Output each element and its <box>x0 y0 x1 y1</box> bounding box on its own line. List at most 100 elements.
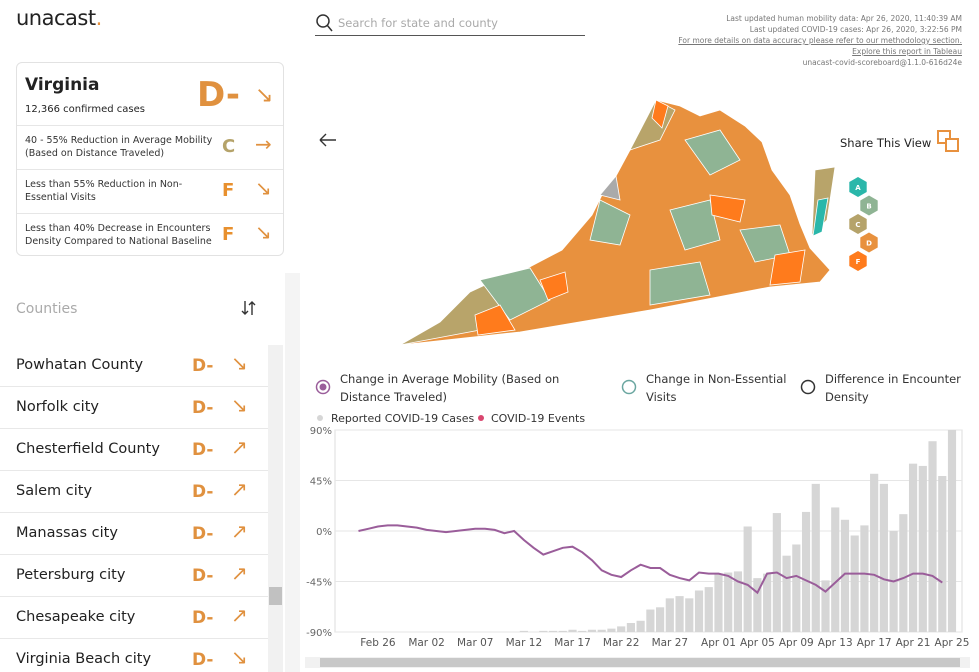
county-grade: D- <box>192 398 214 418</box>
back-arrow[interactable] <box>319 133 336 147</box>
metric-text: Less than 55% Reduction in Non-Essential… <box>25 179 183 203</box>
x-tick-label: Apr 05 <box>740 637 775 649</box>
legend-swatch <box>317 415 323 421</box>
radio-label[interactable]: Change in Average Mobility (Based on Dist… <box>340 372 559 404</box>
county-trend: ↘ <box>231 393 248 417</box>
search-input[interactable]: Search for state and county <box>338 16 498 30</box>
x-tick-label: Apr 25 <box>935 637 970 649</box>
bar <box>733 571 743 632</box>
logo-dot: . <box>95 6 103 30</box>
state-cases: 12,366 confirmed cases <box>25 104 145 115</box>
county-grade: D- <box>192 608 214 628</box>
grade-hex-label: B <box>866 203 871 211</box>
bar <box>801 511 811 632</box>
grade-hex <box>860 195 878 216</box>
bar <box>587 629 597 632</box>
county-trend: ↘ <box>231 351 248 375</box>
bar <box>870 473 879 632</box>
bar <box>743 526 752 632</box>
bar <box>617 626 626 632</box>
county-name: Norfolk city <box>16 399 99 415</box>
x-tick-label: Mar 22 <box>603 637 640 649</box>
legend-label: COVID-19 Events <box>491 412 585 425</box>
county-grade: D- <box>192 650 214 670</box>
county-grade: D- <box>192 482 214 502</box>
county-row[interactable]: Powhatan County D- ↘ <box>0 345 268 387</box>
grade-hex-label: F <box>856 258 861 266</box>
county-row[interactable]: Chesapeake city D- ↗ <box>0 597 268 639</box>
county-row[interactable]: Petersburg city D- ↗ <box>0 555 268 597</box>
share-icon[interactable] <box>937 130 959 152</box>
county-name: Chesterfield County <box>16 441 160 457</box>
grade-hex-label: D <box>866 240 872 248</box>
y-tick-label: 90% <box>310 426 332 437</box>
y-tick-label: -90% <box>306 628 332 639</box>
grade-hex <box>849 177 867 197</box>
bar <box>539 630 548 632</box>
update-line[interactable]: Explore this report in Tableau <box>852 47 962 56</box>
y-tick-label: -45% <box>306 578 332 589</box>
county-name: Salem city <box>16 483 93 499</box>
radio-dot <box>319 383 327 391</box>
bar <box>704 587 713 632</box>
h-scroll-thumb[interactable] <box>320 658 960 667</box>
metric-grade: C <box>222 136 236 157</box>
county-trend: ↗ <box>231 561 248 585</box>
sort-icon[interactable] <box>240 299 258 317</box>
metric-text: 40 - 55% Reduction in Average Mobility (… <box>25 135 213 159</box>
state-trend: ↘ <box>255 83 274 108</box>
x-tick-label: Apr 13 <box>818 637 853 649</box>
radio[interactable] <box>621 379 637 395</box>
metric-trend: → <box>255 132 272 156</box>
bar <box>665 598 674 632</box>
state-map[interactable] <box>399 99 836 346</box>
grade-hex-label: C <box>855 221 860 229</box>
bar <box>568 629 577 632</box>
chart: Reported COVID-19 Cases COVID-19 Events -9… <box>306 412 969 649</box>
grade-legend: A B C D F <box>849 177 878 271</box>
x-tick-label: Mar 02 <box>408 637 445 649</box>
county-row[interactable]: Virginia Beach city D- ↘ <box>0 639 268 672</box>
update-line[interactable]: For more details on data accuracy please… <box>678 36 962 45</box>
radio[interactable] <box>800 379 816 395</box>
update-info: Last updated human mobility data: Apr 26… <box>562 13 962 68</box>
county-trend: ↘ <box>231 645 248 669</box>
scrollbar[interactable] <box>285 273 300 672</box>
scrollbar[interactable] <box>268 345 283 672</box>
bar <box>636 620 645 632</box>
bar <box>908 463 918 632</box>
state-name: Virginia <box>25 75 100 95</box>
metric-row: Less than 55% Reduction in Non-Essential… <box>17 169 283 214</box>
update-line: Last updated COVID-19 cases: Apr 26, 202… <box>749 25 962 34</box>
county-row[interactable]: Manassas city D- ↗ <box>0 513 268 555</box>
county-name: Powhatan County <box>16 357 144 373</box>
county-row[interactable]: Norfolk city D- ↘ <box>0 387 268 429</box>
county-grade: D- <box>192 356 214 376</box>
bar <box>607 628 616 632</box>
bar <box>918 465 927 632</box>
grade-hex <box>849 214 867 234</box>
line <box>358 524 943 595</box>
state-card: Virginia 12,366 confirmed cases D- ↘ 40 … <box>16 62 284 256</box>
bar <box>792 544 801 632</box>
bar <box>753 578 762 632</box>
bar <box>694 590 704 632</box>
county-row[interactable]: Salem city D- ↗ <box>0 471 268 513</box>
bar <box>656 607 665 632</box>
bar <box>685 598 694 632</box>
metric-grade: F <box>222 180 235 201</box>
bar <box>831 507 840 632</box>
bar <box>646 609 655 632</box>
radio-label[interactable]: Difference in Encounter Density <box>825 372 961 404</box>
grade-hex-label: A <box>855 184 861 192</box>
county-name: Virginia Beach city <box>16 651 152 667</box>
bar <box>840 519 850 632</box>
search-icon <box>316 14 333 32</box>
legend-label: Reported COVID-19 Cases <box>331 412 474 425</box>
logo[interactable]: unacast. <box>16 6 102 30</box>
bar <box>947 430 957 632</box>
share-label[interactable]: Share This View <box>840 136 932 150</box>
radio-label[interactable]: Change in Non-Essential Visits <box>646 372 786 404</box>
county-row[interactable]: Chesterfield County D- ↗ <box>0 429 268 471</box>
